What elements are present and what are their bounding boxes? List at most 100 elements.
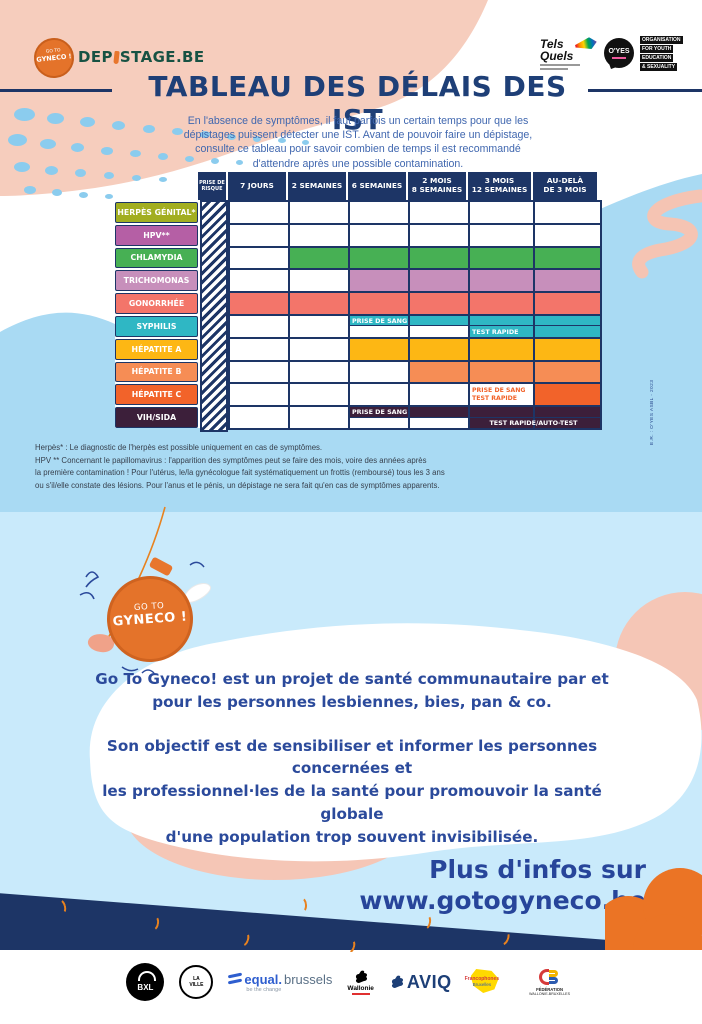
table-cell xyxy=(410,407,468,428)
white-blob xyxy=(89,623,702,862)
table-row-labels: HERPÈS GÉNITAL* HPV** CHLAMYDIA TRICHOMONAS… xyxy=(115,202,198,428)
table-cell xyxy=(470,270,533,292)
table-cell xyxy=(470,293,533,314)
intro-line: d'attendre après une possible contaminat… xyxy=(252,157,464,170)
table-cell xyxy=(470,224,533,246)
paragraph-1: Go To Gyneco! est un projet de santé com… xyxy=(72,668,632,714)
table-cell xyxy=(410,270,468,292)
table-cell xyxy=(290,315,348,337)
header-col-3-mois: 3 MOIS 12 SEMAINES xyxy=(468,172,531,200)
row-label: GONORRHÉE xyxy=(115,293,198,314)
table-cell xyxy=(230,202,288,223)
paragraph-line: pour les personnes lesbiennes, bies, pan… xyxy=(152,692,552,711)
table-cell xyxy=(290,270,348,292)
table-cell: PRISE DE SANG xyxy=(350,407,408,428)
orange-cloud-decoration xyxy=(605,862,702,950)
credit-line: E.R. : O'YES ASBL - 2023 xyxy=(650,379,655,445)
table-cell xyxy=(535,361,600,383)
footnotes: Herpès* : Le diagnostic de l'herpès est … xyxy=(35,442,475,493)
table-cell xyxy=(290,224,348,246)
federation-wb-logo: FÉDÉRATION WALLONIE-BRUXELLES xyxy=(524,968,576,996)
table-cell xyxy=(290,247,348,269)
cell-annotation: TEST RAPIDE/AUTO-TEST xyxy=(489,418,578,427)
header-col-au-dela: AU-DELÀ DE 3 MOIS xyxy=(533,172,597,200)
table-cell xyxy=(470,202,533,223)
row-label: HPV** xyxy=(115,224,198,246)
website-url: www.gotogyneco.be xyxy=(359,885,646,915)
title-rule-left xyxy=(0,89,112,92)
table-cell xyxy=(350,361,408,383)
table-cell xyxy=(470,361,533,383)
table-cell xyxy=(230,270,288,292)
prise-de-risque-hatch-column xyxy=(200,200,228,432)
table-header-row: PRISE DE RISQUE 7 JOURS 2 SEMAINES 6 SEM… xyxy=(198,172,597,200)
navy-scribbles-doodle xyxy=(79,561,205,674)
table-cell xyxy=(350,202,408,223)
table-cell xyxy=(350,224,408,246)
table-cell xyxy=(535,407,600,428)
more-info: Plus d'infos sur www.gotogyneco.be xyxy=(320,855,646,916)
aviq-rooster-icon xyxy=(391,975,403,988)
table-cell xyxy=(230,338,288,360)
row-label: HÉPATITE B xyxy=(115,361,198,383)
table-cell xyxy=(470,247,533,269)
table-cell xyxy=(410,338,468,360)
test-tube-icon xyxy=(113,50,120,64)
intro-line: consulte ce tableau pour savoir combien … xyxy=(195,143,521,156)
row-label: HÉPATITE C xyxy=(115,384,198,406)
table-cell: TEST RAPIDE xyxy=(470,315,533,337)
table-cell xyxy=(350,270,408,292)
table-cell xyxy=(535,293,600,314)
oyes-tagline-line: EDUCATION xyxy=(640,54,674,62)
footnote-line: la première contamination ! Pour l'utéru… xyxy=(35,468,445,478)
wallonie-logo: Wallonie xyxy=(347,969,374,996)
bxl-city-logo: BXL xyxy=(126,963,165,1001)
footnote-line: Herpès* : Le diagnostic de l'herpès est … xyxy=(35,443,323,452)
table-cell xyxy=(535,338,600,360)
oyes-logo: O'YES xyxy=(604,38,634,68)
table-cell xyxy=(290,202,348,223)
bxl-text: BXL xyxy=(137,983,154,992)
header-prise-de-risque: PRISE DE RISQUE xyxy=(198,172,226,200)
paragraph-2: Son objectif est de sensibiliser et info… xyxy=(72,735,632,849)
pink-blob-decoration xyxy=(0,0,488,196)
header-col-6-semaines: 6 SEMAINES xyxy=(348,172,406,200)
rooster-icon xyxy=(355,970,367,983)
brand-suffix: STAGE.BE xyxy=(119,48,205,66)
table-cell xyxy=(290,293,348,314)
table-cell xyxy=(535,315,600,337)
table-cell xyxy=(350,384,408,406)
row-label: TRICHOMONAS xyxy=(115,270,198,292)
header-col-2-semaines: 2 SEMAINES xyxy=(288,172,346,200)
intro-line: En l'absence de symptômes, il faut parfo… xyxy=(187,115,529,127)
table-body-grid: PRISE DE SANG TEST RAPIDE PRISE DE SANG TES… xyxy=(228,200,602,430)
oyes-tagline-line: ORGANISATION xyxy=(640,36,683,44)
footnote-line: HPV ** Concernant le papillomavirus : l'… xyxy=(35,455,427,465)
equal-brussels-logo: equal. brussels be the change xyxy=(228,972,332,993)
page-title: TABLEAU DES DÉLAIS DES IST xyxy=(148,70,567,136)
brand-prefix: DEP xyxy=(78,48,113,66)
project-description: Go To Gyneco! est un projet de santé com… xyxy=(72,668,632,849)
table-cell: PRISE DE SANG xyxy=(350,315,408,337)
equal-sign-icon xyxy=(228,972,243,985)
title-rule-right xyxy=(588,89,702,92)
oyes-pink-underline xyxy=(612,57,626,59)
light-blue-backdrop xyxy=(0,174,702,512)
table-cell xyxy=(290,384,348,406)
table-cell xyxy=(410,224,468,246)
table-cell xyxy=(230,361,288,383)
table-cell xyxy=(230,224,288,246)
table-cell xyxy=(350,247,408,269)
intro-text: En l'absence de symptômes, il faut parfo… xyxy=(170,114,546,171)
table-cell xyxy=(535,384,600,406)
table-cell xyxy=(410,293,468,314)
table-cell xyxy=(535,224,600,246)
depistage-logo: DEP STAGE.BE xyxy=(78,48,205,66)
row-label: HERPÈS GÉNITAL* xyxy=(115,202,198,223)
francophones-bruxelles-logo: Francophones Bruxelles xyxy=(465,967,509,997)
intro-line: dépistages puissent détecter une IST. Av… xyxy=(183,129,533,142)
row-label: SYPHILIS xyxy=(115,315,198,337)
table-cell xyxy=(290,407,348,428)
tels-quels-line2: Quels xyxy=(540,49,574,63)
